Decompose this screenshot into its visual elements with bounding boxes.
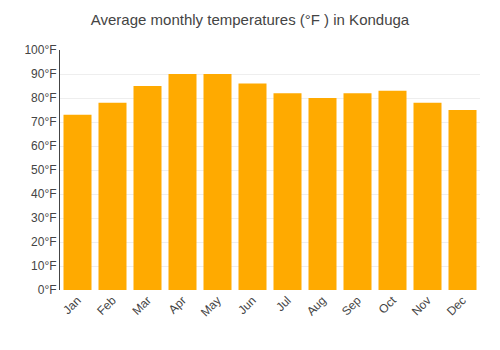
svg-text:0°F: 0°F [38, 283, 57, 297]
svg-text:90°F: 90°F [31, 67, 56, 81]
svg-text:40°F: 40°F [31, 187, 56, 201]
svg-text:Apr: Apr [166, 293, 189, 316]
svg-text:Average monthly temperatures (: Average monthly temperatures (°F ) in Ko… [91, 11, 410, 28]
svg-text:Jan: Jan [60, 293, 84, 317]
svg-text:Dec: Dec [444, 293, 469, 318]
svg-text:Aug: Aug [304, 293, 329, 318]
svg-text:May: May [198, 293, 224, 319]
svg-text:Oct: Oct [376, 293, 400, 317]
svg-text:10°F: 10°F [31, 259, 56, 273]
svg-text:Nov: Nov [409, 293, 434, 318]
svg-text:Jun: Jun [235, 293, 259, 317]
svg-text:20°F: 20°F [31, 235, 56, 249]
svg-text:70°F: 70°F [31, 115, 56, 129]
svg-text:Mar: Mar [129, 293, 154, 318]
svg-text:100°F: 100°F [24, 43, 56, 57]
svg-text:60°F: 60°F [31, 139, 56, 153]
svg-text:30°F: 30°F [31, 211, 56, 225]
svg-text:Sep: Sep [339, 293, 364, 318]
svg-text:50°F: 50°F [31, 163, 56, 177]
svg-text:Feb: Feb [94, 293, 119, 318]
svg-text:Jul: Jul [273, 293, 294, 314]
svg-text:80°F: 80°F [31, 91, 56, 105]
